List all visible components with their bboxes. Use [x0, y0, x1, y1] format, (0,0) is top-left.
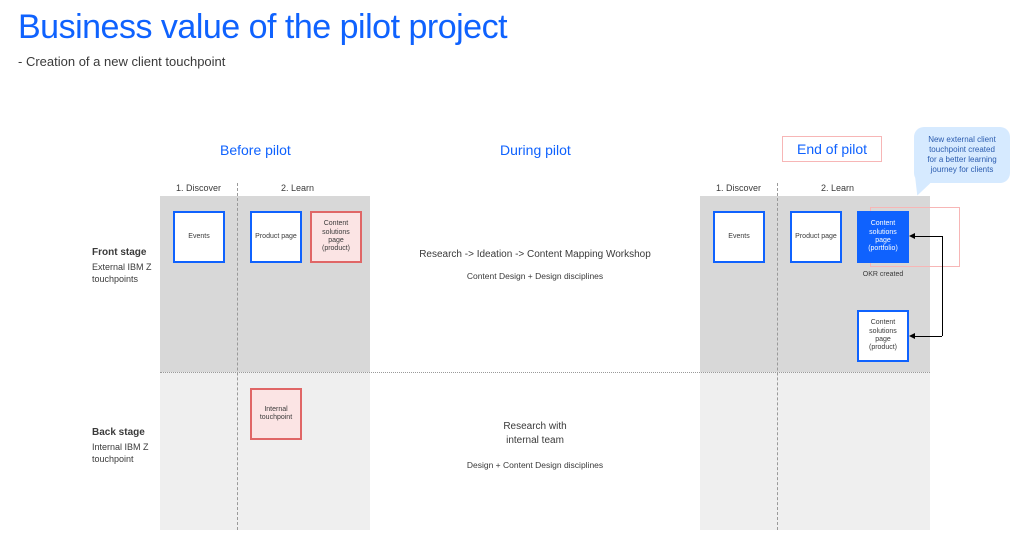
card-csp-product-before: Content solutions page (product) — [310, 211, 362, 263]
during-back-line2: Design + Content Design disciplines — [370, 460, 700, 470]
during-back-line1b: internal team — [370, 435, 700, 446]
phase-before-label: Before pilot — [220, 142, 291, 158]
step-learn-end: 2. Learn — [821, 183, 854, 193]
callout-bubble: New external client touchpoint created f… — [914, 127, 1010, 183]
arrow-h2 — [912, 336, 942, 337]
arrow-head-product — [909, 333, 915, 339]
stage-divider-line — [160, 372, 930, 373]
card-productpage-before: Product page — [250, 211, 302, 263]
divider-before — [237, 183, 238, 530]
during-front-line2: Content Design + Design disciplines — [370, 271, 700, 281]
front-stage-desc: External IBM Z touchpoints — [92, 262, 162, 285]
phase-end-label: End of pilot — [782, 136, 882, 162]
card-csp-portfolio: Content solutions page (portfolio) — [857, 211, 909, 263]
front-stage-label: Front stage — [92, 247, 146, 258]
card-events-before: Events — [173, 211, 225, 263]
during-back-line1a: Research with — [370, 421, 700, 432]
diagram-root: Business value of the pilot project - Cr… — [0, 0, 1024, 536]
okr-created-label: OKR created — [857, 271, 909, 278]
step-discover-before: 1. Discover — [176, 183, 221, 193]
back-stage-desc: Internal IBM Z touchpoint — [92, 442, 162, 465]
divider-end — [777, 183, 778, 530]
arrow-head-portfolio — [909, 233, 915, 239]
card-productpage-end: Product page — [790, 211, 842, 263]
card-events-end: Events — [713, 211, 765, 263]
bg-back-end — [700, 372, 930, 530]
arrow-v1 — [942, 236, 943, 336]
card-csp-product-end: Content solutions page (product) — [857, 310, 909, 362]
page-title: Business value of the pilot project — [18, 8, 507, 47]
phase-during-label: During pilot — [500, 142, 571, 158]
page-subtitle: - Creation of a new client touchpoint — [18, 54, 225, 69]
step-discover-end: 1. Discover — [716, 183, 761, 193]
step-learn-before: 2. Learn — [281, 183, 314, 193]
during-front-line1: Research -> Ideation -> Content Mapping … — [370, 249, 700, 260]
back-stage-label: Back stage — [92, 427, 145, 438]
card-internal-touchpoint: Internal touchpoint — [250, 388, 302, 440]
arrow-h1 — [912, 236, 942, 237]
